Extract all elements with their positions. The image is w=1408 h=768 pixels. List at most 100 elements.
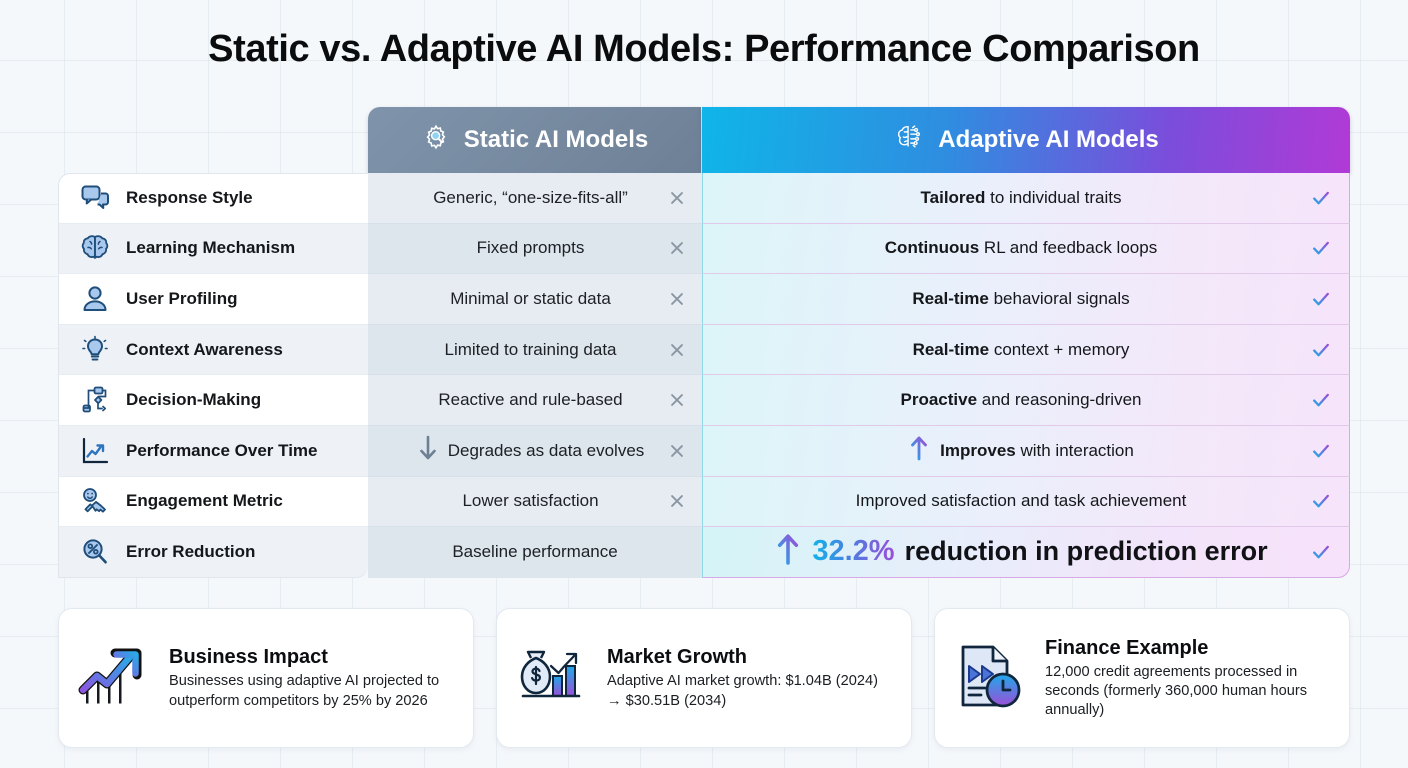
- up-arrow-icon: [774, 532, 802, 571]
- flowchart-icon: [79, 384, 111, 416]
- insight-card-title: Business Impact: [169, 646, 328, 669]
- insight-card: Finance Example 12,000 credit agreements …: [934, 608, 1350, 748]
- adaptive-cell: Continuous RL and feedback loops: [702, 223, 1350, 275]
- adaptive-cell-text: Proactive and reasoning-driven: [901, 390, 1142, 410]
- column-header-adaptive-label: Adaptive AI Models: [938, 126, 1159, 153]
- insight-card-text: 12,000 credit agreements processed in se…: [1045, 663, 1308, 719]
- insight-card-body: Finance Example 12,000 credit agreements …: [1045, 636, 1331, 721]
- table-row: Response Style Generic, “one-size-fits-al…: [58, 173, 1350, 224]
- row-label-text: Response Style: [126, 188, 253, 208]
- adaptive-cell: Improves with interaction: [702, 425, 1350, 477]
- gear-magnifier-icon: [421, 122, 451, 159]
- static-cell-text: Degrades as data evolves: [447, 440, 645, 460]
- adaptive-cell-bold: Proactive: [900, 390, 978, 410]
- table-header-row: Static AI Models Adaptive AI Models: [58, 107, 1350, 173]
- adaptive-cell-bold: Tailored: [920, 187, 986, 207]
- adaptive-cell-rest: with interaction: [1015, 440, 1134, 460]
- lightbulb-icon: [79, 334, 111, 366]
- adaptive-cell-rest: to individual traits: [985, 187, 1122, 207]
- insight-card-body: Market Growth Adaptive AI market growth: …: [607, 645, 893, 711]
- adaptive-cell-rest: behavioral signals: [988, 288, 1130, 308]
- row-label-cell: User Profiling: [58, 274, 368, 325]
- static-cell: Reactive and rule-based: [368, 375, 702, 426]
- static-cell-text: Baseline performance: [452, 542, 618, 562]
- table-row: Engagement Metric Lower satisfaction Impro…: [58, 476, 1350, 528]
- adaptive-cell: Tailored to individual traits: [702, 173, 1350, 224]
- static-cell: Baseline performance: [368, 527, 702, 578]
- static-cell-text: Lower satisfaction: [462, 491, 599, 511]
- adaptive-cell-bold: Real-time: [912, 288, 989, 308]
- stat-value: 32.2%: [812, 535, 895, 568]
- document-clock-icon: [953, 638, 1029, 719]
- static-cell-text: Reactive and rule-based: [438, 390, 623, 410]
- comparison-table: Static AI Models Adaptive AI Models Resp…: [58, 107, 1350, 578]
- insight-card: Business Impact Businesses using adaptive…: [58, 608, 474, 748]
- insight-card: Market Growth Adaptive AI market growth: …: [496, 608, 912, 748]
- table-row: Context Awareness Limited to training dat…: [58, 324, 1350, 376]
- static-cell: Degrades as data evolves: [368, 425, 702, 477]
- row-label-text: Engagement Metric: [126, 491, 283, 511]
- table-body: Response Style Generic, “one-size-fits-al…: [58, 173, 1350, 578]
- speech-bubbles-icon: [79, 182, 111, 214]
- insight-card-text: Adaptive AI market growth: $1.04B (2024)…: [607, 673, 878, 709]
- handshake-satisfaction-icon: [79, 485, 111, 517]
- adaptive-cell-text: Improved satisfaction and task achieveme…: [856, 491, 1187, 511]
- brain-icon: [79, 232, 111, 264]
- adaptive-cell-rest: context + memory: [989, 339, 1130, 359]
- row-label-text: User Profiling: [126, 288, 238, 308]
- line-chart-icon: [79, 435, 111, 467]
- static-cell: Limited to training data: [368, 324, 702, 376]
- row-label-text: Learning Mechanism: [126, 238, 296, 258]
- adaptive-cell: Proactive and reasoning-driven: [702, 375, 1350, 426]
- growth-arrow-chart-icon: [77, 638, 153, 719]
- row-label-text: Error Reduction: [126, 541, 256, 561]
- adaptive-cell-text: Continuous RL and feedback loops: [885, 238, 1157, 258]
- adaptive-cell: 32.2% reduction in prediction error: [702, 527, 1350, 578]
- adaptive-cell-rest: Improved satisfaction and task achieveme…: [855, 491, 1187, 511]
- table-row: Error Reduction Baseline performance 32.2%…: [58, 527, 1350, 578]
- adaptive-cell-bold: Real-time: [912, 339, 990, 359]
- row-label-cell: Learning Mechanism: [58, 223, 368, 275]
- row-label-text: Performance Over Time: [126, 440, 318, 460]
- row-label-cell: Engagement Metric: [58, 476, 368, 528]
- adaptive-cell-text: Improves with interaction: [940, 441, 1134, 461]
- row-label-cell: Response Style: [58, 173, 368, 224]
- adaptive-cell-text: Real-time context + memory: [913, 340, 1130, 360]
- adaptive-cell-bold: Improves: [940, 440, 1016, 460]
- row-label-text: Decision-Making: [126, 390, 262, 410]
- column-header-static: Static AI Models: [368, 107, 701, 173]
- adaptive-cell-rest: and reasoning-driven: [977, 390, 1142, 410]
- static-cell: Lower satisfaction: [368, 476, 702, 528]
- static-cell-text: Minimal or static data: [450, 288, 611, 308]
- adaptive-cell: Real-time behavioral signals: [702, 274, 1350, 325]
- table-row: Performance Over Time Degrades as data ev…: [58, 425, 1350, 477]
- adaptive-cell: Improved satisfaction and task achieveme…: [702, 476, 1350, 528]
- table-row: Decision-Making Reactive and rule-based Pr…: [58, 375, 1350, 426]
- row-label-text: Context Awareness: [126, 339, 283, 359]
- table-row: Learning Mechanism Fixed prompts Continuou…: [58, 223, 1350, 275]
- static-cell-text: Fixed prompts: [476, 238, 585, 258]
- row-label-cell: Context Awareness: [58, 324, 368, 376]
- page-title: Static vs. Adaptive AI Models: Performan…: [208, 28, 1200, 70]
- ai-brain-circuit-icon: [893, 121, 925, 160]
- adaptive-cell-text: Tailored to individual traits: [921, 188, 1122, 208]
- row-label-cell: Error Reduction: [58, 527, 368, 578]
- adaptive-cell-rest: RL and feedback loops: [979, 238, 1158, 258]
- up-arrow-icon: [908, 435, 930, 466]
- money-bag-bars-icon: [515, 638, 591, 719]
- static-cell: Fixed prompts: [368, 223, 702, 275]
- insight-card-title: Market Growth: [607, 646, 748, 669]
- table-row: User Profiling Minimal or static data Real…: [58, 274, 1350, 325]
- adaptive-cell-text: Real-time behavioral signals: [912, 289, 1129, 309]
- static-cell-text: Generic, “one-size-fits-all”: [433, 187, 628, 207]
- static-cell: Generic, “one-size-fits-all”: [368, 173, 702, 224]
- static-cell-text: Limited to training data: [444, 339, 617, 359]
- static-cell: Minimal or static data: [368, 274, 702, 325]
- column-header-static-label: Static AI Models: [463, 126, 649, 153]
- down-arrow-icon: [417, 435, 439, 466]
- stat-label: reduction in prediction error: [904, 536, 1268, 567]
- column-header-adaptive: Adaptive AI Models: [702, 107, 1350, 173]
- user-icon: [79, 283, 111, 315]
- adaptive-cell-bold: Continuous: [884, 238, 980, 258]
- adaptive-cell: Real-time context + memory: [702, 324, 1350, 376]
